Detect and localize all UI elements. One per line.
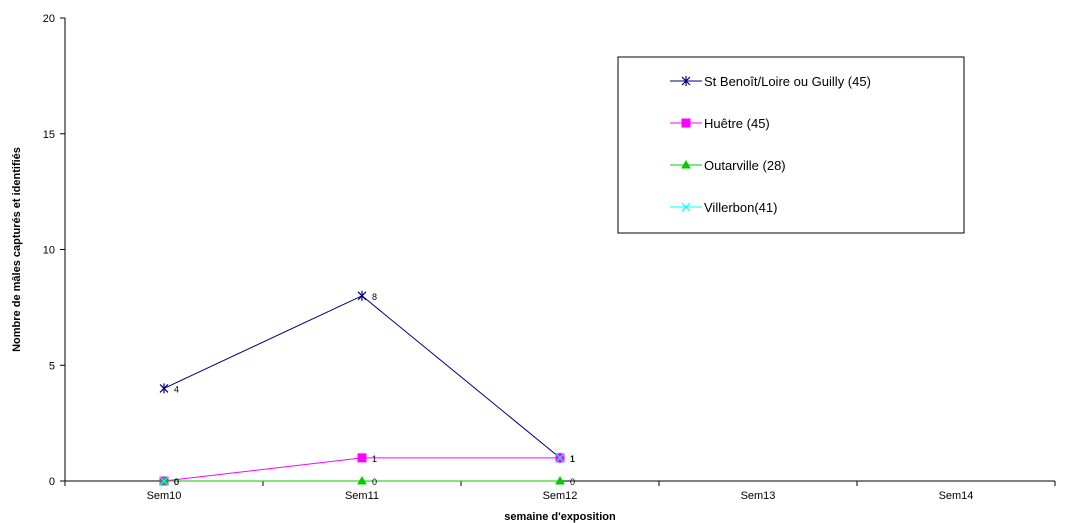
data-label: 0 xyxy=(174,477,179,487)
legend-box xyxy=(617,56,965,234)
data-label: 8 xyxy=(372,292,377,302)
legend-marker xyxy=(681,159,691,169)
y-axis-title: Nombre de mâles capturés et identifiés xyxy=(11,147,23,352)
legend: St Benoît/Loire ou Guilly (45) Huêtre (45… xyxy=(617,56,965,234)
y-tick-label: 20 xyxy=(43,13,55,25)
series-line-segment xyxy=(163,457,363,482)
legend-label: St Benoît/Loire ou Guilly (45) xyxy=(704,74,871,89)
legend-label: Villerbon(41) xyxy=(704,200,777,215)
legend-marker xyxy=(681,202,691,212)
legend-item: St Benoît/Loire ou Guilly (45) xyxy=(670,74,871,89)
data-point xyxy=(357,453,367,463)
y-tick-label: 15 xyxy=(43,129,55,141)
data-point xyxy=(159,383,169,394)
series-1 xyxy=(159,290,565,463)
y-tick-label: 5 xyxy=(49,360,55,372)
y-tick-label: 0 xyxy=(49,476,55,488)
x-tick-label: Sem13 xyxy=(741,490,776,502)
data-label: 1 xyxy=(570,454,575,464)
data-point xyxy=(555,475,565,485)
marker-stroke xyxy=(555,453,565,463)
legend-marker xyxy=(681,118,691,128)
legend-label: Outarville (28) xyxy=(704,158,786,173)
series-3 xyxy=(159,475,565,485)
series-4 xyxy=(159,453,565,486)
data-label: 1 xyxy=(570,454,575,464)
legend-item: Huêtre (45) xyxy=(670,116,770,131)
marker-stroke xyxy=(681,202,691,212)
y-tick-label: 10 xyxy=(43,245,55,257)
legend-item: Outarville (28) xyxy=(670,158,786,173)
x-tick-label: Sem14 xyxy=(939,490,974,502)
x-tick-label: Sem11 xyxy=(345,490,379,502)
data-label: 1 xyxy=(372,454,377,464)
series-line-segment xyxy=(361,295,561,459)
legend-label: Huêtre (45) xyxy=(704,116,770,131)
data-label: 0 xyxy=(372,477,377,487)
data-point xyxy=(357,290,367,301)
x-tick-label: Sem10 xyxy=(147,490,182,502)
data-point xyxy=(159,476,169,486)
data-label: 1 xyxy=(570,454,575,464)
data-label: 0 xyxy=(174,477,179,487)
series-line-segment xyxy=(163,295,363,389)
series-lines xyxy=(159,290,565,486)
legend-marker xyxy=(681,76,691,86)
legend-item: Villerbon(41) xyxy=(670,200,777,215)
x-tick-label: Sem12 xyxy=(543,490,578,502)
x-axis-title: semaine d'exposition xyxy=(504,511,616,523)
data-label: 0 xyxy=(174,477,179,487)
data-point xyxy=(357,475,367,485)
data-label: 4 xyxy=(174,384,179,394)
marker-stroke xyxy=(159,476,169,486)
data-point xyxy=(555,453,565,463)
data-label: 0 xyxy=(570,477,575,487)
